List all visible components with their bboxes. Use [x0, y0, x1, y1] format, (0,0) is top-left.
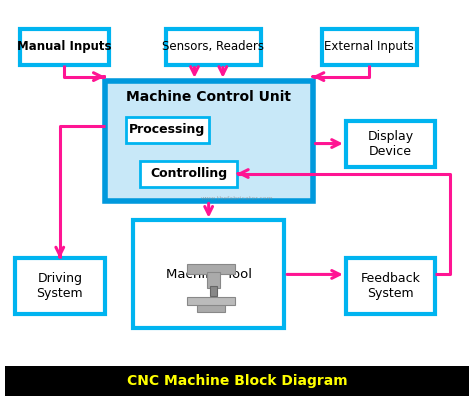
FancyBboxPatch shape: [187, 297, 235, 305]
FancyBboxPatch shape: [210, 286, 217, 296]
FancyBboxPatch shape: [197, 304, 225, 312]
Text: Controlling: Controlling: [150, 167, 227, 180]
Text: Display
Device: Display Device: [367, 130, 414, 158]
FancyBboxPatch shape: [5, 367, 469, 396]
FancyBboxPatch shape: [166, 28, 261, 65]
FancyBboxPatch shape: [19, 28, 109, 65]
FancyBboxPatch shape: [322, 28, 417, 65]
Text: Driving
System: Driving System: [36, 272, 83, 300]
FancyBboxPatch shape: [140, 160, 237, 186]
Text: Processing: Processing: [129, 123, 205, 136]
FancyBboxPatch shape: [346, 121, 436, 166]
FancyBboxPatch shape: [105, 81, 313, 200]
FancyBboxPatch shape: [15, 258, 105, 314]
Text: Sensors, Readers: Sensors, Readers: [163, 40, 264, 53]
Text: Feedback
System: Feedback System: [361, 272, 420, 300]
Text: www.thefabricator.com: www.thefabricator.com: [201, 196, 273, 201]
FancyBboxPatch shape: [133, 221, 284, 328]
FancyBboxPatch shape: [187, 264, 235, 274]
Text: Manual Inputs: Manual Inputs: [17, 40, 112, 53]
Text: External Inputs: External Inputs: [325, 40, 414, 53]
Text: Machine Tool: Machine Tool: [165, 268, 252, 281]
FancyBboxPatch shape: [126, 117, 209, 143]
Text: CNC Machine Block Diagram: CNC Machine Block Diagram: [127, 374, 347, 388]
FancyBboxPatch shape: [346, 258, 436, 314]
Text: Machine Control Unit: Machine Control Unit: [126, 89, 291, 103]
FancyBboxPatch shape: [207, 272, 219, 288]
